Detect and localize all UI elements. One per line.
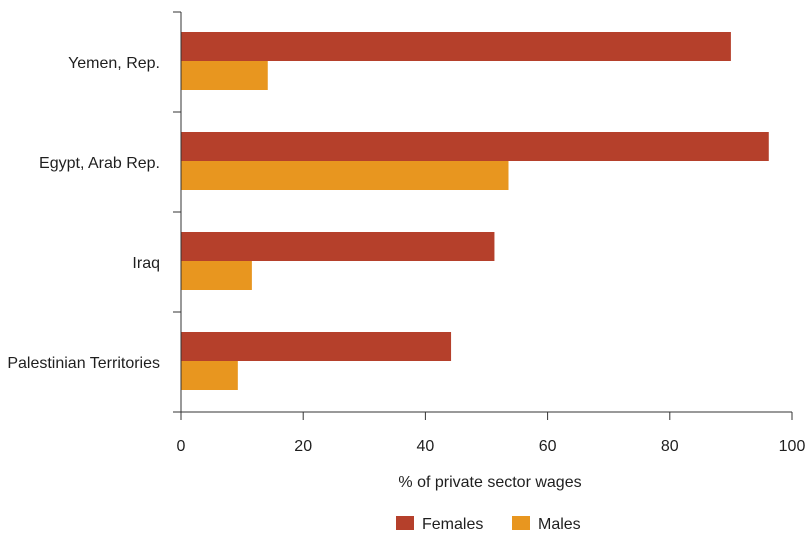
x-axis-title: % of private sector wages [398, 474, 581, 491]
bar-males-1 [181, 161, 509, 190]
legend-label-males: Males [538, 516, 581, 533]
legend-label-females: Females [422, 516, 483, 533]
category-label-2: Iraq [132, 255, 160, 272]
bar-females-1 [181, 132, 769, 161]
bar-males-2 [181, 261, 252, 290]
axes-layer [173, 11, 793, 420]
category-label-3: Palestinian Territories [7, 355, 160, 372]
category-label-0: Yemen, Rep. [68, 55, 160, 72]
x-tick-label-4: 80 [661, 438, 679, 455]
labels-layer: Yemen, Rep. Egypt, Arab Rep. Iraq Palestini… [7, 55, 805, 455]
bar-females-3 [181, 332, 452, 361]
x-tick-label-0: 0 [177, 438, 186, 455]
x-tick-label-5: 100 [779, 438, 806, 455]
bars-layer [181, 32, 769, 390]
bar-males-3 [181, 361, 238, 390]
x-tick-label-1: 20 [294, 438, 312, 455]
x-tick-label-3: 60 [539, 438, 557, 455]
bar-females-0 [181, 32, 731, 61]
bar-females-2 [181, 232, 495, 261]
category-label-1: Egypt, Arab Rep. [39, 155, 160, 172]
x-tick-label-2: 40 [417, 438, 435, 455]
legend-swatch-females [396, 516, 414, 530]
legend: Females Males [396, 516, 581, 533]
legend-swatch-males [512, 516, 530, 530]
bar-males-0 [181, 61, 268, 90]
